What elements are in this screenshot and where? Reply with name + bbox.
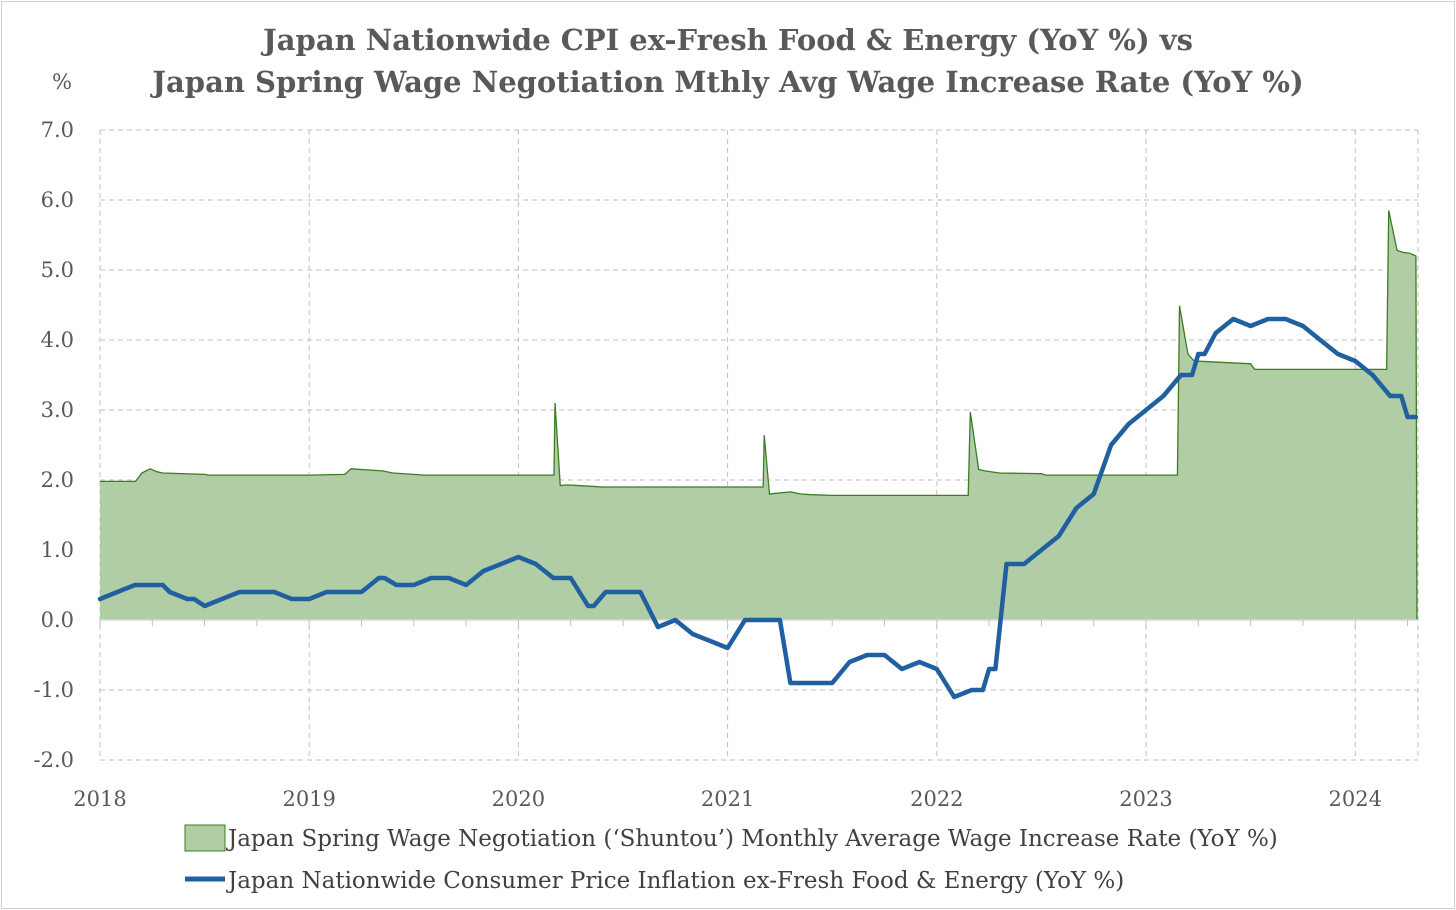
y-tick-label: 1.0 [41,538,74,562]
y-tick-label: -1.0 [34,678,75,702]
wage-area-series [100,210,1418,621]
x-axis-ticks: 2018 2019 2020 2021 2022 2023 2024 [73,787,1382,811]
cpi-line-series [97,316,1419,700]
x-tick-label: 2024 [1329,787,1382,811]
legend: Japan Spring Wage Negotiation (‘Shuntou’… [184,824,1278,894]
x-tick-label: 2021 [701,787,754,811]
y-tick-label: -2.0 [34,748,75,772]
wage-area-fill [100,210,1417,620]
x-tick-label: 2018 [73,787,126,811]
x-tick-label: 2019 [282,787,335,811]
x-tick-label: 2020 [492,787,545,811]
legend-label-cpi: Japan Nationwide Consumer Price Inflatio… [226,868,1124,894]
y-tick-label: 3.0 [41,398,74,422]
wage-area-outline [100,210,1418,621]
y-tick-label: 2.0 [41,468,74,492]
y-tick-label: 4.0 [41,328,74,352]
y-tick-label: 7.0 [41,118,74,142]
y-tick-label: 6.0 [41,188,74,212]
chart-title-line-1: Japan Nationwide CPI ex-Fresh Food & Ene… [260,23,1193,57]
legend-item-cpi[interactable]: Japan Nationwide Consumer Price Inflatio… [185,868,1124,894]
y-tick-label: 0.0 [41,608,74,632]
y-axis-ticks: 7.0 6.0 5.0 4.0 3.0 2.0 1.0 0.0 -1.0 -2.0 [34,118,75,772]
gridlines [99,129,1419,761]
x-tick-label: 2023 [1119,787,1172,811]
x-tick-label: 2022 [910,787,963,811]
legend-item-wage[interactable]: Japan Spring Wage Negotiation (‘Shuntou’… [184,824,1278,852]
chart-title-line-2: Japan Spring Wage Negotiation Mthly Avg … [149,65,1303,99]
legend-swatch-wage [184,824,226,852]
legend-label-wage: Japan Spring Wage Negotiation (‘Shuntou’… [226,826,1278,852]
y-tick-label: 5.0 [41,258,74,282]
y-axis-unit-label: % [52,70,72,94]
cpi-line [97,316,1419,700]
